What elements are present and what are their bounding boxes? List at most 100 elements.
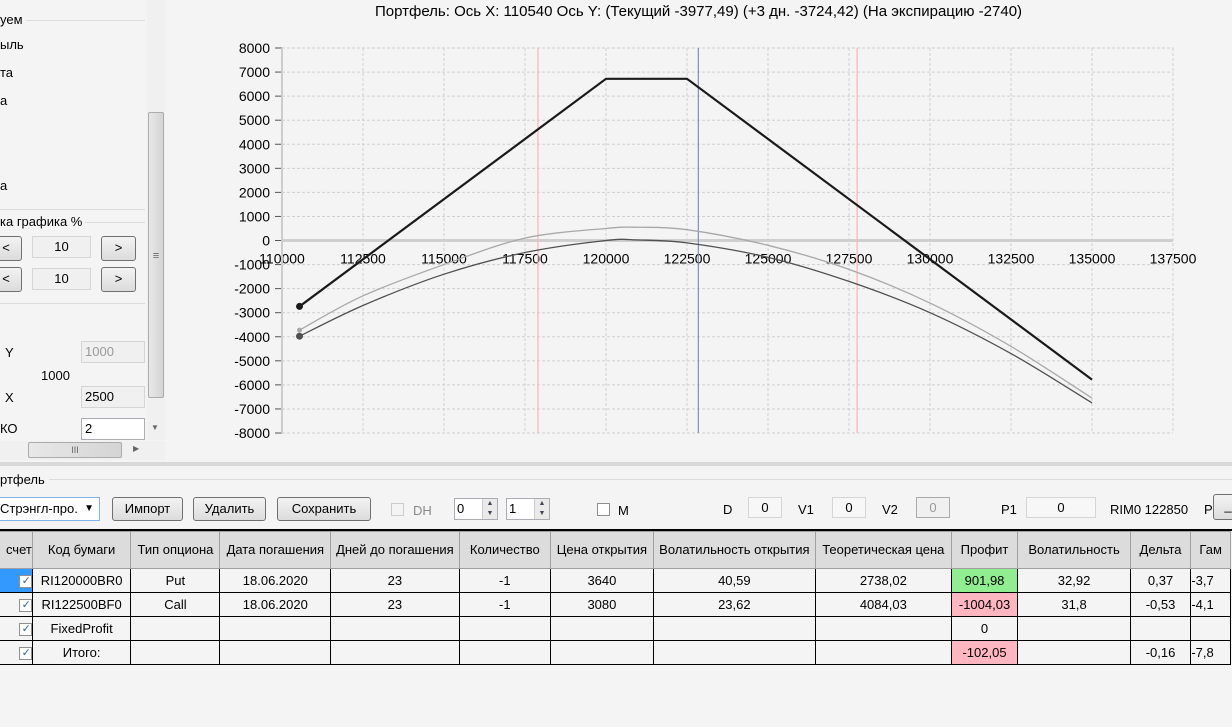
table-cell[interactable]: -3,7 bbox=[1190, 568, 1231, 593]
table-cell[interactable]: 2738,02 bbox=[814, 568, 952, 593]
table-cell[interactable]: Put bbox=[130, 568, 221, 593]
scroll-down-arrow-icon[interactable]: ▼ bbox=[151, 423, 159, 432]
column-header[interactable]: Волатильность bbox=[1017, 531, 1131, 569]
decrease-button[interactable]: < bbox=[0, 236, 22, 261]
table-cell[interactable] bbox=[814, 640, 952, 665]
scale-field[interactable]: 10 bbox=[32, 236, 91, 258]
table-cell[interactable]: -102,05 bbox=[950, 640, 1019, 665]
column-header[interactable]: Тип опциона bbox=[130, 531, 221, 569]
table-cell[interactable]: 23 bbox=[330, 592, 460, 617]
table-cell[interactable]: 18.06.2020 bbox=[219, 592, 332, 617]
option-label[interactable]: а bbox=[0, 178, 8, 193]
table-cell[interactable]: 18.06.2020 bbox=[219, 568, 332, 593]
table-cell[interactable]: -1 bbox=[458, 568, 552, 593]
table-cell[interactable] bbox=[130, 616, 221, 641]
scrollbar-thumb[interactable]: ≡ bbox=[148, 112, 164, 398]
table-cell[interactable]: 3080 bbox=[550, 592, 654, 617]
table-row[interactable]: ✓ Итого: -102,05 -0,16 -7,8 bbox=[0, 640, 1231, 665]
table-cell[interactable]: RI122500BF0 bbox=[31, 592, 132, 617]
table-cell[interactable]: -4,1 bbox=[1190, 592, 1231, 617]
table-cell[interactable] bbox=[458, 616, 552, 641]
table-cell[interactable] bbox=[1017, 616, 1131, 641]
table-cell[interactable]: 3640 bbox=[550, 568, 654, 593]
table-row[interactable]: ✓ RI120000BR0 Put 18.06.2020 23 -1 3640 40,59 27… bbox=[0, 568, 1231, 593]
table-cell[interactable]: 23 bbox=[330, 568, 460, 593]
table-cell[interactable]: FixedProfit bbox=[31, 616, 132, 641]
column-header[interactable]: счет bbox=[0, 531, 33, 569]
splitter[interactable] bbox=[0, 462, 1232, 466]
p-button[interactable]: _ bbox=[1213, 494, 1232, 520]
ko-field[interactable]: 2 bbox=[81, 418, 145, 440]
column-header[interactable]: Волатильность открытия bbox=[652, 531, 816, 569]
table-cell[interactable] bbox=[219, 640, 332, 665]
table-cell[interactable] bbox=[330, 616, 460, 641]
table-row[interactable]: ✓ FixedProfit 0 bbox=[0, 616, 1231, 641]
table-cell[interactable]: 40,59 bbox=[652, 568, 816, 593]
spin-arrows-icon[interactable]: ▲ ▼ bbox=[482, 499, 497, 519]
p1-field[interactable]: 0 bbox=[1026, 497, 1096, 518]
scroll-right-arrow-icon[interactable]: ▶ bbox=[133, 444, 140, 453]
table-cell[interactable]: 31,8 bbox=[1017, 592, 1131, 617]
table-row[interactable]: ✓ RI122500BF0 Call 18.06.2020 23 -1 3080 23,62 4… bbox=[0, 592, 1231, 617]
table-cell[interactable] bbox=[330, 640, 460, 665]
spin-field-2[interactable]: 1 ▲ ▼ bbox=[506, 498, 550, 520]
m-checkbox[interactable] bbox=[597, 503, 610, 516]
include-checkbox[interactable]: ✓ bbox=[18, 647, 32, 661]
table-cell[interactable] bbox=[550, 640, 654, 665]
table-cell[interactable]: -7,8 bbox=[1190, 640, 1231, 665]
table-cell[interactable]: 23,62 bbox=[652, 592, 816, 617]
option-label[interactable]: та bbox=[0, 65, 14, 80]
table-cell[interactable] bbox=[814, 616, 952, 641]
table-cell[interactable] bbox=[458, 640, 552, 665]
include-checkbox[interactable]: ✓ bbox=[18, 623, 32, 637]
table-cell[interactable] bbox=[1129, 616, 1192, 641]
x-step-field[interactable]: 2500 bbox=[81, 386, 145, 408]
table-cell[interactable] bbox=[1017, 640, 1131, 665]
include-checkbox-cell[interactable]: ✓ bbox=[0, 568, 33, 593]
column-header[interactable]: Количество bbox=[458, 531, 552, 569]
table-cell[interactable] bbox=[130, 640, 221, 665]
spin-field-1[interactable]: 0 ▲ ▼ bbox=[454, 498, 498, 520]
include-checkbox-cell[interactable]: ✓ bbox=[0, 616, 33, 641]
increase-button[interactable]: > bbox=[101, 236, 136, 261]
include-checkbox[interactable]: ✓ bbox=[18, 575, 32, 589]
table-cell[interactable]: -1004,03 bbox=[950, 592, 1019, 617]
column-header[interactable]: Код бумаги bbox=[31, 531, 132, 569]
save-button[interactable]: Сохранить bbox=[277, 497, 371, 521]
table-cell[interactable] bbox=[652, 640, 816, 665]
table-cell[interactable]: 0 bbox=[950, 616, 1019, 641]
delete-button[interactable]: Удалить bbox=[193, 497, 266, 521]
table-cell[interactable]: Итого: bbox=[31, 640, 132, 665]
table-cell[interactable]: 901,98 bbox=[950, 568, 1019, 593]
table-cell[interactable]: 0,37 bbox=[1129, 568, 1192, 593]
decrease-button[interactable]: < bbox=[0, 267, 22, 292]
option-label[interactable]: ыль bbox=[0, 37, 24, 52]
table-cell[interactable]: Call bbox=[130, 592, 221, 617]
column-header[interactable]: Профит bbox=[950, 531, 1019, 569]
table-cell[interactable] bbox=[1190, 616, 1231, 641]
column-header[interactable]: Теоретическая цена bbox=[814, 531, 952, 569]
scrollbar-thumb[interactable]: III bbox=[28, 442, 122, 458]
table-cell[interactable]: 32,92 bbox=[1017, 568, 1131, 593]
vertical-scrollbar[interactable]: ≡ ▼ bbox=[147, 0, 165, 440]
include-checkbox[interactable]: ✓ bbox=[18, 599, 32, 613]
horizontal-scrollbar[interactable]: III ▶ bbox=[0, 441, 165, 460]
option-label[interactable]: а bbox=[0, 93, 8, 108]
column-header[interactable]: Дата погашения bbox=[219, 531, 332, 569]
column-header[interactable]: Дней до погашения bbox=[330, 531, 460, 569]
table-cell[interactable] bbox=[550, 616, 654, 641]
scale-field[interactable]: 10 bbox=[32, 268, 91, 290]
column-header[interactable]: Дельта bbox=[1129, 531, 1192, 569]
include-checkbox-cell[interactable]: ✓ bbox=[0, 640, 33, 665]
table-cell[interactable]: -1 bbox=[458, 592, 552, 617]
import-button[interactable]: Импорт bbox=[112, 497, 183, 521]
payoff-chart[interactable]: Портфель: Ось X: 110540 Ось Y: (Текущий … bbox=[165, 0, 1232, 462]
table-cell[interactable]: -0,16 bbox=[1129, 640, 1192, 665]
d-field[interactable]: 0 bbox=[748, 497, 782, 518]
strategy-select[interactable]: Стрэнгл-про. ▼ bbox=[0, 497, 100, 521]
table-cell[interactable]: RI120000BR0 bbox=[31, 568, 132, 593]
table-cell[interactable]: -0,53 bbox=[1129, 592, 1192, 617]
spin-arrows-icon[interactable]: ▲ ▼ bbox=[534, 499, 549, 519]
v1-field[interactable]: 0 bbox=[832, 497, 866, 518]
table-cell[interactable] bbox=[652, 616, 816, 641]
